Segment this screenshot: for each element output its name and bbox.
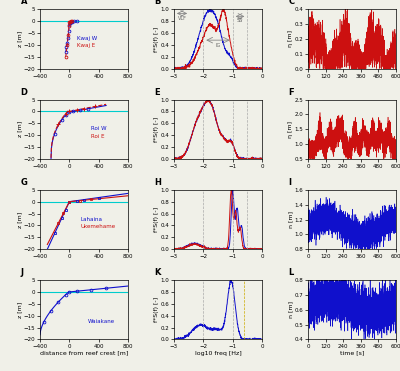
Text: Kwaj W: Kwaj W (77, 36, 97, 41)
Text: VLF: VLF (178, 16, 187, 21)
Text: IG: IG (215, 43, 221, 48)
Text: I: I (288, 178, 292, 187)
Text: F: F (288, 88, 294, 96)
X-axis label: log10 freq [Hz]: log10 freq [Hz] (195, 351, 241, 356)
Text: Waiakane: Waiakane (88, 319, 115, 324)
X-axis label: distance from reef crest [m]: distance from reef crest [m] (40, 351, 128, 356)
Y-axis label: f*S(f) [-]: f*S(f) [-] (154, 207, 159, 232)
Text: E: E (154, 88, 160, 96)
Y-axis label: z [m]: z [m] (17, 121, 22, 137)
Text: B: B (154, 0, 161, 6)
Text: Kwaj E: Kwaj E (77, 43, 95, 48)
Text: J: J (21, 268, 24, 277)
Text: Roi W: Roi W (92, 127, 107, 131)
Text: Ukemehame: Ukemehame (80, 224, 116, 229)
Text: H: H (154, 178, 162, 187)
Y-axis label: n [m]: n [m] (288, 211, 293, 228)
Y-axis label: z [m]: z [m] (17, 302, 22, 318)
Y-axis label: f*S(f) [-]: f*S(f) [-] (154, 297, 159, 322)
Text: G: G (21, 178, 28, 187)
Y-axis label: η [m]: η [m] (288, 30, 293, 47)
Y-axis label: f*S(f) [-]: f*S(f) [-] (154, 26, 159, 52)
Text: L: L (288, 268, 294, 277)
Y-axis label: f*S(f) [-]: f*S(f) [-] (154, 116, 159, 142)
Text: Roi E: Roi E (92, 134, 105, 138)
Text: K: K (154, 268, 161, 277)
Y-axis label: n [m]: n [m] (288, 301, 293, 318)
Text: A: A (21, 0, 27, 6)
Text: D: D (21, 88, 28, 96)
Y-axis label: z [m]: z [m] (17, 31, 22, 47)
Text: SS: SS (237, 18, 243, 23)
Y-axis label: η [m]: η [m] (288, 121, 293, 138)
Text: Lahaina: Lahaina (80, 217, 102, 222)
X-axis label: time [s]: time [s] (340, 351, 364, 356)
Y-axis label: z [m]: z [m] (17, 211, 22, 228)
Text: C: C (288, 0, 295, 6)
